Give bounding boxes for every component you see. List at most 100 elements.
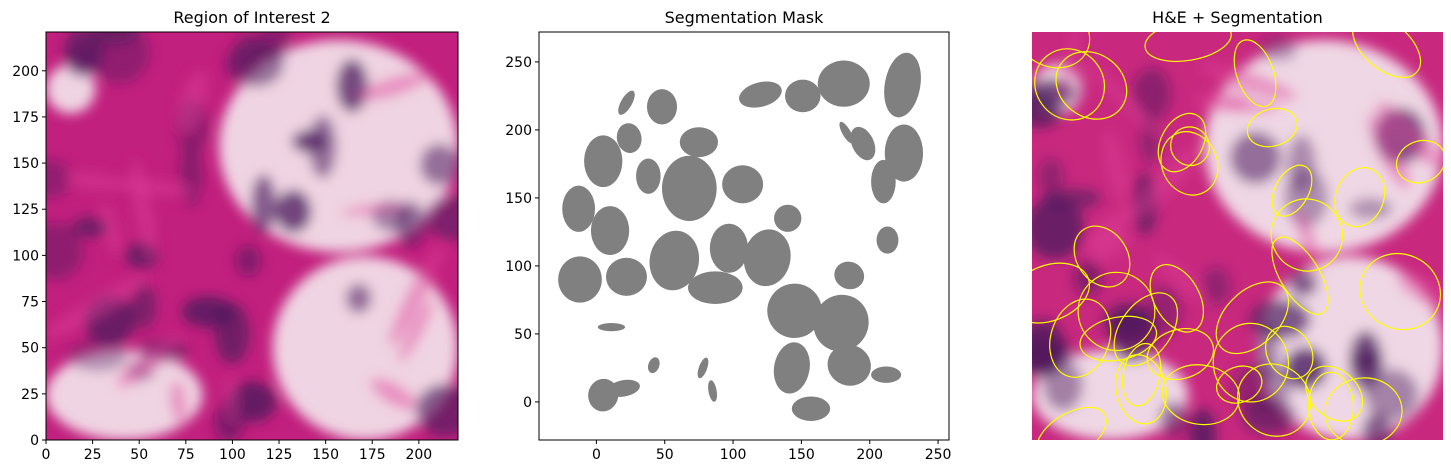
nucleus-contour-25 <box>1157 112 1207 173</box>
stroma-fiber-13 <box>65 172 123 190</box>
roi-ytick-label-75: 75 <box>21 295 39 311</box>
nucleus-contour-19 <box>1271 164 1313 217</box>
mask-nucleus-24 <box>636 158 661 194</box>
mask-nucleus-35 <box>839 121 854 144</box>
stroma-fiber-10 <box>1103 129 1129 204</box>
roi-xtick-label-75: 75 <box>177 447 195 463</box>
nucleus-blob-28 <box>214 302 250 364</box>
nucleus-contour-18 <box>1246 107 1298 148</box>
roi-image <box>46 32 458 440</box>
nucleus-blob-16 <box>257 32 292 60</box>
nucleus-contour-4 <box>1077 271 1156 352</box>
nucleus-contour-35 <box>1113 292 1179 367</box>
nucleus-blob-3 <box>129 283 157 329</box>
mask-nucleus-28 <box>616 123 642 153</box>
nucleus-contour-21 <box>1215 281 1290 355</box>
mask-xtick-label-250: 250 <box>925 447 952 463</box>
stroma-fiber-9 <box>1080 58 1162 137</box>
nucleus-blob-10 <box>345 283 372 314</box>
nucleus-blob-29 <box>291 129 328 154</box>
stroma-fiber-8 <box>177 70 208 133</box>
nucleus-contour-32 <box>1032 32 1091 69</box>
roi-xtick-label-150: 150 <box>312 447 339 463</box>
nucleus-blob-24 <box>1259 35 1298 62</box>
roi-xtick-label-25: 25 <box>84 447 102 463</box>
nucleus-contour-27 <box>1115 354 1168 425</box>
nucleus-contour-9 <box>1160 131 1219 196</box>
mask-ytick-label-50: 50 <box>514 327 532 343</box>
mask-nucleus-27 <box>679 127 719 158</box>
mask-nucleus-17 <box>709 223 749 273</box>
mask-nucleus-23 <box>584 135 623 188</box>
nucleus-contour-15 <box>1334 167 1386 228</box>
nucleus-contour-13 <box>1270 198 1344 272</box>
mask-nucleus-21 <box>590 206 630 256</box>
stroma-fiber-6 <box>340 202 406 216</box>
nucleus-blob-3 <box>1229 131 1282 184</box>
stroma-fiber-2 <box>388 241 446 347</box>
nucleus-blob-30 <box>66 43 95 77</box>
nucleus-blob-31 <box>1189 408 1216 440</box>
mask-nucleus-2 <box>647 357 660 374</box>
mask-nucleus-3 <box>597 323 626 332</box>
stroma-fiber-6 <box>1197 62 1297 101</box>
nucleus-blob-22 <box>1286 134 1317 194</box>
mask-nucleus-4 <box>697 357 709 379</box>
mask-nucleus-33 <box>817 60 870 107</box>
nucleus-blob-23 <box>46 222 83 280</box>
nucleus-contour-8 <box>1055 51 1128 120</box>
nucleus-blob-26 <box>1042 188 1102 209</box>
mask-nucleus-26 <box>722 165 764 204</box>
tissue-texture <box>46 32 458 440</box>
roi-ytick-label-25: 25 <box>21 387 39 403</box>
mask-nucleus-11 <box>767 283 822 339</box>
mask-nucleus-36 <box>850 126 876 161</box>
nucleus-contour-30 <box>1079 315 1158 362</box>
mask-nucleus-20 <box>558 256 602 303</box>
nucleus-contour-11 <box>1395 139 1443 184</box>
mask-nucleus-10 <box>813 294 869 352</box>
nucleus-blob-18 <box>1042 359 1083 412</box>
nucleus-blob-16 <box>1032 197 1084 260</box>
nucleus-blob-4 <box>87 32 150 84</box>
roi-ytick-label-175: 175 <box>12 110 39 126</box>
mask-xtick-label-150: 150 <box>788 447 815 463</box>
mask-nucleus-32 <box>785 79 821 113</box>
nucleus-contour-7 <box>1324 377 1403 440</box>
mask-xtick-label-50: 50 <box>656 447 674 463</box>
nucleus-blob-4 <box>1349 197 1393 220</box>
nucleus-contour-24 <box>1305 365 1364 422</box>
mask-nucleus-5 <box>708 380 718 402</box>
mask-nucleus-16 <box>687 271 743 304</box>
roi-ytick-label-50: 50 <box>21 341 39 357</box>
nucleus-contour-26 <box>1073 225 1131 288</box>
stroma-fiber-0 <box>116 335 181 388</box>
nucleus-blob-18 <box>46 159 72 199</box>
mask-nucleus-29 <box>618 90 635 115</box>
roi-ytick-label-200: 200 <box>12 64 39 80</box>
mask-ytick-label-100: 100 <box>505 259 532 275</box>
nucleus-blob-8 <box>1362 413 1392 440</box>
mask-nucleus-9 <box>871 366 902 383</box>
nucleus-blob-31 <box>275 189 312 234</box>
nucleus-blob-13 <box>1365 368 1419 421</box>
mask-nucleus-6 <box>791 396 831 421</box>
mask-ytick-label-200: 200 <box>505 123 532 139</box>
stroma-fiber-3 <box>1154 254 1207 302</box>
mask-xtick-label-100: 100 <box>720 447 747 463</box>
nucleus-contour-1 <box>1144 32 1232 62</box>
stroma-fiber-1 <box>46 275 148 340</box>
stroma-fiber-10 <box>225 376 239 423</box>
stroma-fiber-0 <box>1059 32 1079 104</box>
tissue-texture <box>1032 32 1443 440</box>
nucleus-blob-12 <box>419 143 458 186</box>
roi-title: Region of Interest 2 <box>173 8 331 27</box>
stroma-fiber-11 <box>1367 113 1411 189</box>
nucleus-contour-6 <box>1237 363 1312 437</box>
mask-nucleus-22 <box>562 185 596 232</box>
nucleus-blob-14 <box>1038 158 1064 195</box>
nucleus-contour-5 <box>1359 253 1442 331</box>
nucleus-blob-14 <box>336 58 369 113</box>
roi-xtick-label-100: 100 <box>219 447 246 463</box>
